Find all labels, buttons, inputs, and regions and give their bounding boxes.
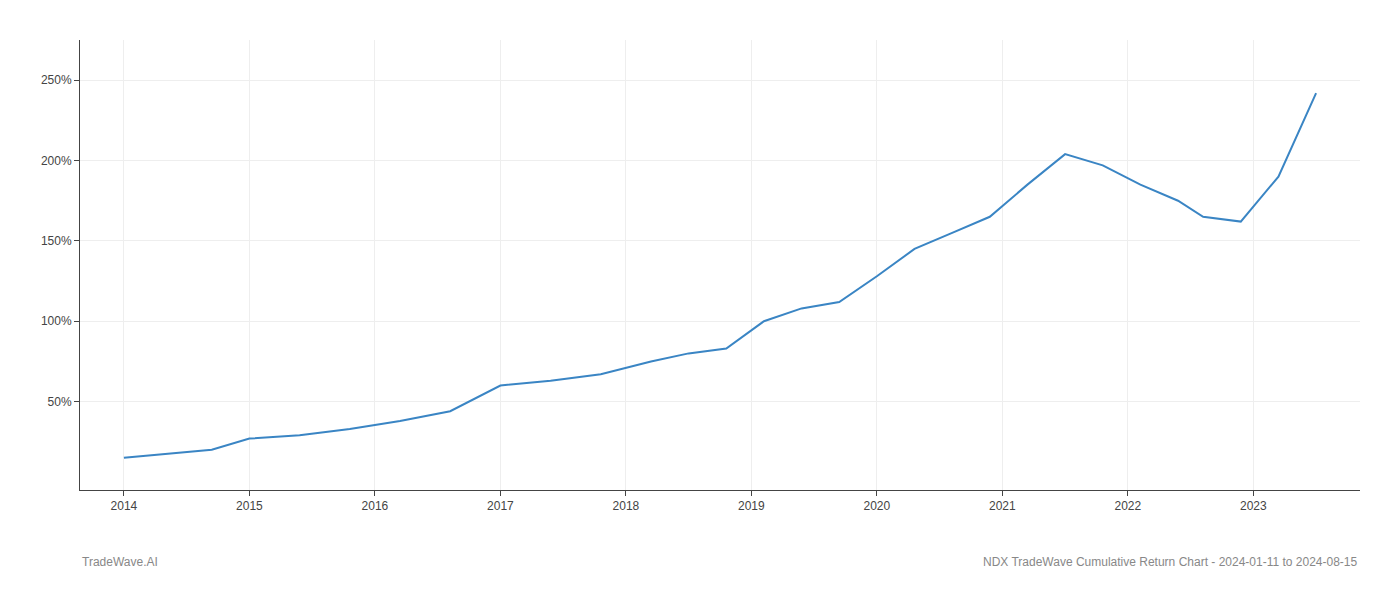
svg-text:100%: 100% bbox=[41, 314, 72, 328]
svg-text:2016: 2016 bbox=[362, 499, 389, 513]
svg-text:250%: 250% bbox=[41, 73, 72, 87]
svg-text:2020: 2020 bbox=[864, 499, 891, 513]
svg-text:200%: 200% bbox=[41, 154, 72, 168]
svg-text:TradeWave.AI: TradeWave.AI bbox=[82, 555, 158, 569]
svg-text:2017: 2017 bbox=[487, 499, 514, 513]
svg-text:150%: 150% bbox=[41, 234, 72, 248]
svg-text:2022: 2022 bbox=[1114, 499, 1141, 513]
svg-text:2018: 2018 bbox=[613, 499, 640, 513]
svg-text:2015: 2015 bbox=[236, 499, 263, 513]
svg-text:NDX TradeWave Cumulative Retur: NDX TradeWave Cumulative Return Chart - … bbox=[983, 555, 1358, 569]
svg-text:2014: 2014 bbox=[111, 499, 138, 513]
svg-text:2021: 2021 bbox=[989, 499, 1016, 513]
svg-text:2019: 2019 bbox=[738, 499, 765, 513]
svg-text:2023: 2023 bbox=[1240, 499, 1267, 513]
svg-text:50%: 50% bbox=[48, 395, 72, 409]
